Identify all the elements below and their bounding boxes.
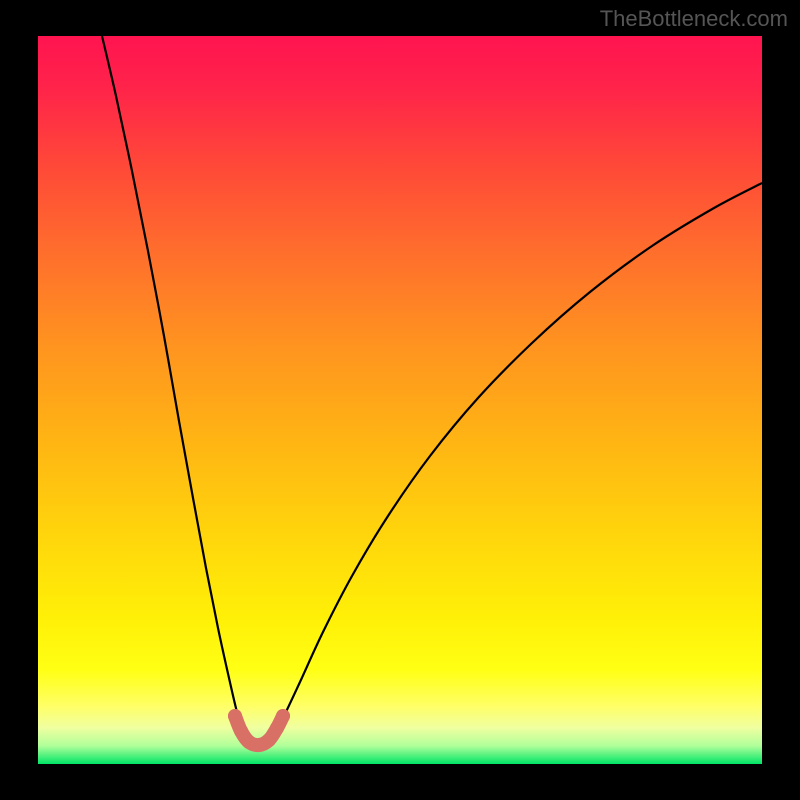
dip-marker-point: [270, 721, 284, 735]
curve-layer: [38, 36, 762, 764]
figure-root: TheBottleneck.com: [0, 0, 800, 800]
dip-marker-dots: [228, 709, 290, 752]
dip-marker-point: [262, 733, 276, 747]
curve-left-branch: [102, 36, 245, 736]
dip-marker-point: [228, 709, 242, 723]
watermark-text: TheBottleneck.com: [600, 6, 788, 32]
curve-right-branch: [273, 183, 762, 736]
dip-marker-point: [276, 709, 290, 723]
plot-area: [38, 36, 762, 764]
